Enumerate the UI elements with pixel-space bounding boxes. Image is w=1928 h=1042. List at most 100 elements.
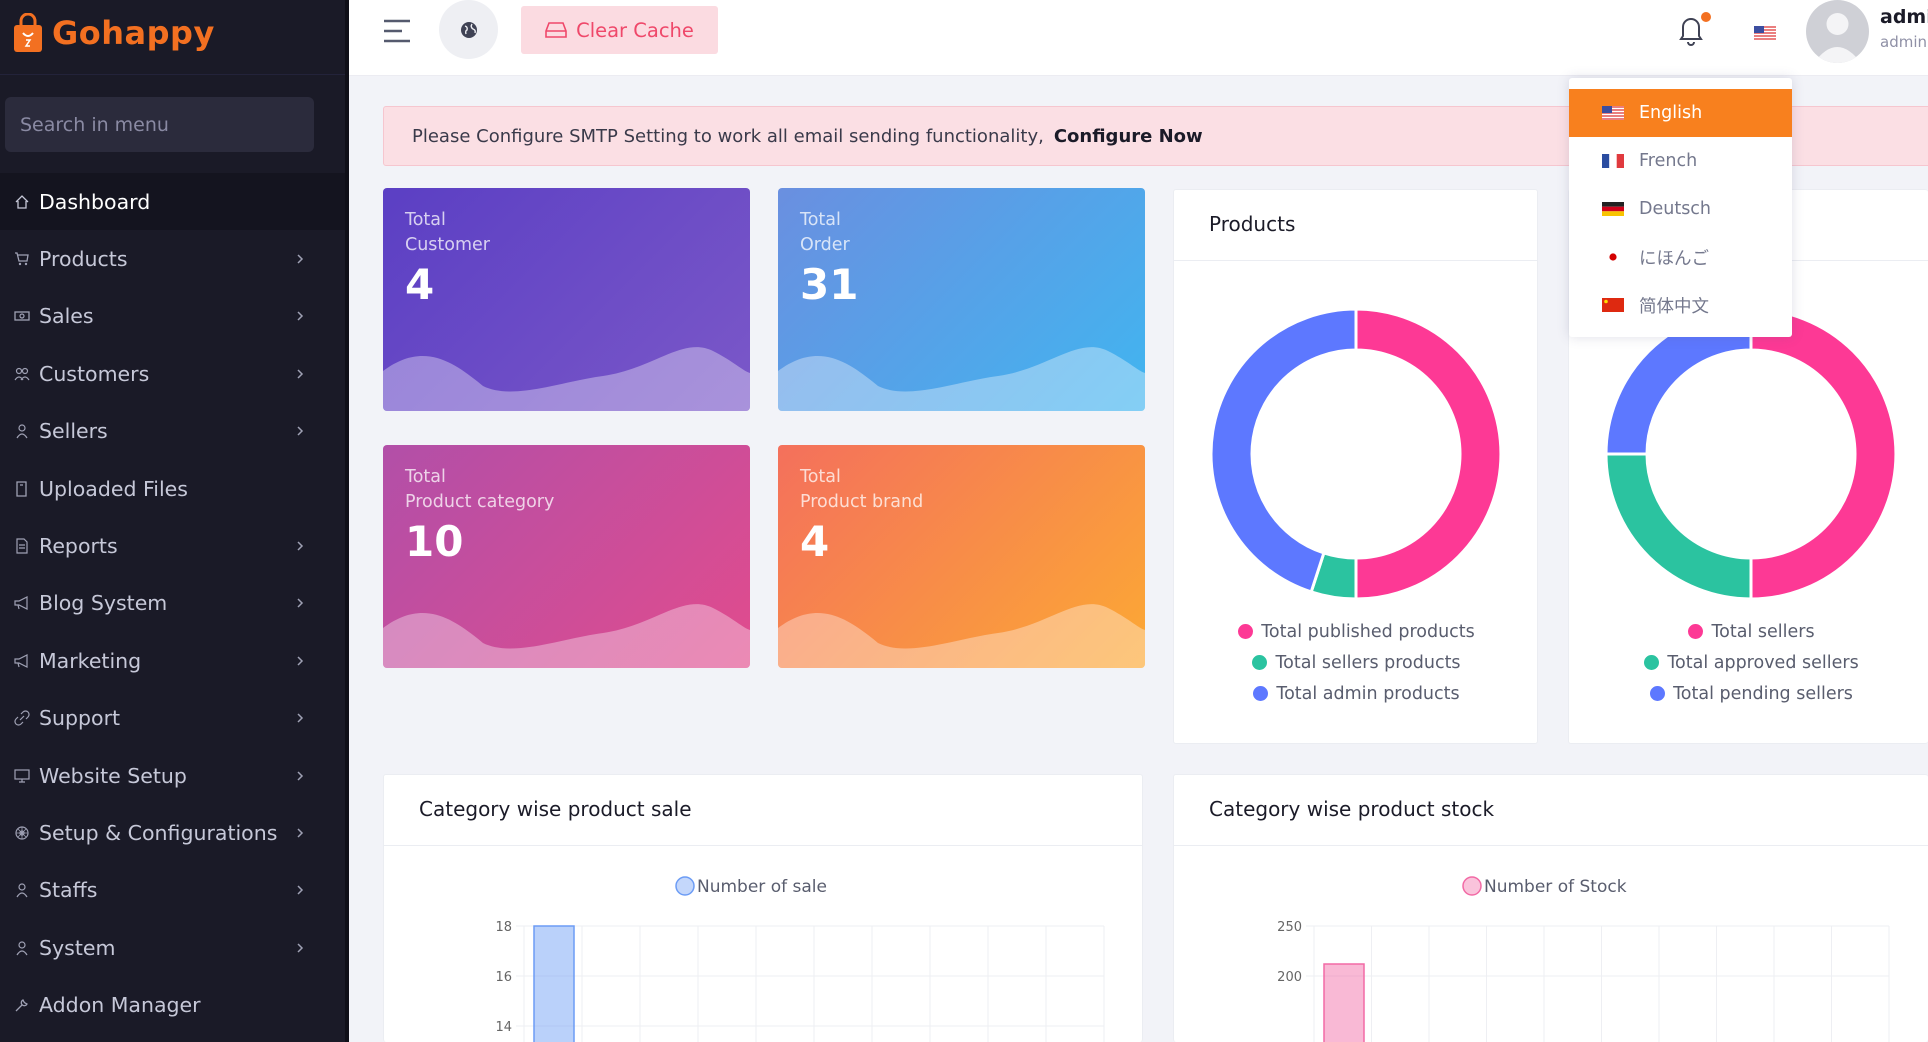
donut-slice[interactable] — [1604, 452, 1753, 601]
sidebar-item-uploaded-files[interactable]: Uploaded Files — [0, 460, 345, 517]
sidebar-item-label: Marketing — [39, 648, 142, 673]
us-flag-icon[interactable] — [1754, 25, 1776, 40]
sidebar-item-label: Dashboard — [39, 189, 151, 214]
wave-decoration — [778, 604, 1145, 668]
sidebar-item-website-setup[interactable]: Website Setup — [0, 747, 345, 804]
legend-item[interactable]: Total admin products — [1174, 678, 1539, 709]
sidebar-item-reports[interactable]: Reports — [0, 517, 345, 574]
chevron-right-icon — [297, 541, 304, 551]
legend-item[interactable]: Total published products — [1174, 616, 1539, 647]
menu-search-input[interactable]: Search in menu — [5, 97, 314, 152]
sidebar-scrollbar[interactable] — [345, 0, 349, 1042]
stock-bar-chart: Number of Stock 250 200 — [1277, 876, 1890, 1042]
y-tick-label: 250 — [1277, 920, 1302, 935]
donut-slice[interactable] — [1354, 307, 1503, 601]
bar[interactable] — [533, 925, 575, 1042]
sidebar-item-label: Support — [39, 706, 121, 731]
sidebar-item-staffs[interactable]: Staffs — [0, 862, 345, 919]
sidebar-item-label: Website Setup — [39, 763, 187, 788]
desktop-icon — [12, 766, 32, 786]
bar[interactable] — [1323, 963, 1365, 1042]
sidebar: Gohappy Search in menu Dashboard Product… — [0, 0, 345, 1042]
donut-slice[interactable] — [1749, 307, 1898, 601]
language-label: 简体中文 — [1639, 296, 1709, 317]
clear-cache-button[interactable]: Clear Cache — [521, 6, 718, 54]
legend-swatch — [1253, 686, 1269, 701]
chevron-right-icon — [297, 254, 304, 264]
legend-swatch — [1238, 624, 1254, 639]
language-label: English — [1639, 103, 1703, 123]
configure-now-link[interactable]: Configure Now — [1053, 125, 1203, 147]
sidebar-item-products[interactable]: Products — [0, 230, 345, 287]
language-option-chinese[interactable]: 简体中文 — [1569, 281, 1792, 329]
megaphone-icon — [12, 651, 32, 671]
sidebar-item-addon-manager[interactable]: Addon Manager — [0, 976, 345, 1033]
language-option-english[interactable]: English — [1569, 89, 1792, 137]
sidebar-item-customers[interactable]: Customers — [0, 345, 345, 402]
divider — [1174, 260, 1537, 261]
legend-label: Total published products — [1261, 621, 1475, 642]
sidebar-item-setup-configurations[interactable]: Setup & Configurations — [0, 804, 345, 861]
chevron-right-icon — [297, 885, 304, 895]
user-icon — [12, 421, 32, 441]
legend-item[interactable]: Total approved sellers — [1569, 647, 1928, 678]
legend-swatch — [1252, 655, 1268, 670]
language-option-french[interactable]: French — [1569, 137, 1792, 185]
stat-value: 31 — [800, 260, 859, 309]
chevron-right-icon — [297, 713, 304, 723]
folder-icon — [12, 479, 32, 499]
donut-slice[interactable] — [1209, 307, 1358, 594]
legend-label: Total pending sellers — [1673, 683, 1853, 704]
chevron-right-icon — [297, 828, 304, 838]
legend-label[interactable]: Number of sale — [697, 877, 827, 897]
legend-item[interactable]: Total pending sellers — [1569, 678, 1928, 709]
y-tick-label: 200 — [1277, 970, 1302, 985]
globe-icon[interactable] — [439, 0, 498, 59]
stat-label: Total — [800, 210, 841, 230]
divider — [1174, 845, 1928, 846]
sidebar-item-label: Staffs — [39, 878, 98, 903]
stat-card-order: Total Order 31 — [778, 188, 1145, 411]
legend-item[interactable]: Total sellers products — [1174, 647, 1539, 678]
file-icon — [12, 536, 32, 556]
stat-label: Total — [405, 210, 446, 230]
sidebar-item-label: Sellers — [39, 419, 108, 444]
sidebar-item-marketing[interactable]: Marketing — [0, 632, 345, 689]
user-role: admin — [1880, 33, 1927, 51]
sale-chart-card: Category wise product sale Number of sal… — [383, 774, 1143, 1042]
sidebar-item-support[interactable]: Support — [0, 690, 345, 747]
language-label: French — [1639, 151, 1698, 171]
user-name[interactable]: admin — [1880, 6, 1928, 28]
users-icon — [12, 364, 32, 384]
card-title: Products — [1209, 212, 1296, 236]
avatar[interactable] — [1806, 0, 1869, 63]
bell-icon[interactable] — [1677, 14, 1705, 46]
sidebar-item-label: System — [39, 935, 116, 960]
chevron-right-icon — [297, 369, 304, 379]
de-flag-icon — [1602, 202, 1624, 216]
sidebar-item-label: Reports — [39, 534, 118, 559]
sidebar-item-sellers[interactable]: Sellers — [0, 403, 345, 460]
stat-value: 10 — [405, 517, 464, 566]
legend-item[interactable]: Total sellers — [1569, 616, 1928, 647]
legend-label[interactable]: Number of Stock — [1484, 877, 1627, 897]
fr-flag-icon — [1602, 154, 1624, 168]
menu-toggle-icon[interactable] — [382, 15, 418, 47]
language-option-japanese[interactable]: にほんご — [1569, 233, 1792, 281]
chevron-right-icon — [297, 943, 304, 953]
legend-swatch — [675, 876, 695, 896]
brand-logo[interactable]: Gohappy — [12, 8, 215, 58]
sidebar-item-system[interactable]: System — [0, 919, 345, 976]
sidebar-item-blog-system[interactable]: Blog System — [0, 575, 345, 632]
hdd-icon — [545, 22, 567, 38]
language-option-deutsch[interactable]: Deutsch — [1569, 185, 1792, 233]
sidebar-item-dashboard[interactable]: Dashboard — [0, 173, 345, 231]
divider — [384, 845, 1142, 846]
language-dropdown: English French Deutsch にほんご 简体中文 — [1569, 78, 1792, 337]
megaphone-icon — [12, 593, 32, 613]
sidebar-item-sales[interactable]: Sales — [0, 288, 345, 345]
sidebar-item-label: Products — [39, 247, 128, 272]
legend-label: Total approved sellers — [1667, 652, 1859, 673]
brand-name: Gohappy — [52, 14, 215, 52]
stat-value: 4 — [405, 260, 435, 309]
